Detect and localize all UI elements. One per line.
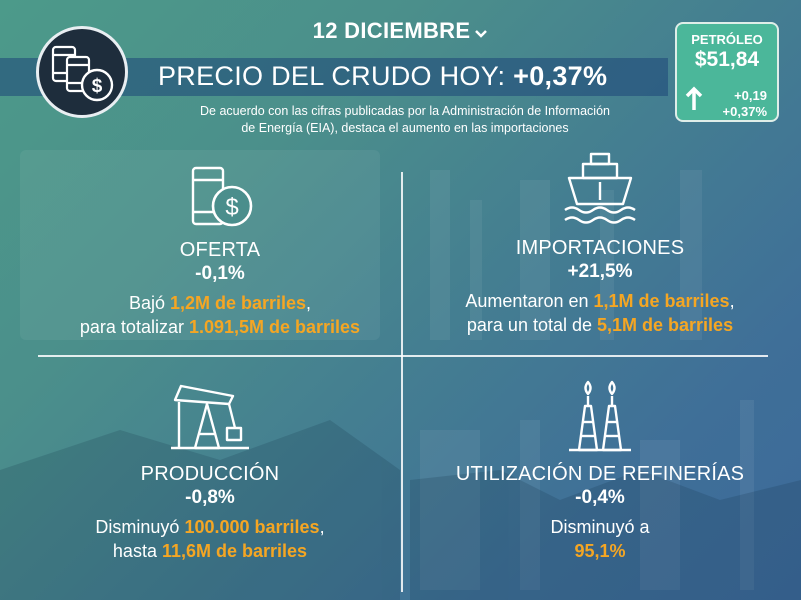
quadrant-percent: -0,4% bbox=[575, 487, 625, 508]
date-selector[interactable]: 12 DICIEMBRE bbox=[0, 18, 801, 45]
svg-text:$: $ bbox=[225, 194, 238, 221]
svg-text:$: $ bbox=[92, 76, 103, 97]
quadrant-title: UTILIZACIÓN DE REFINERÍAS bbox=[455, 463, 745, 485]
desc-text: hasta bbox=[112, 541, 162, 561]
subtitle: De acuerdo con las cifras publicadas por… bbox=[150, 103, 660, 137]
desc-highlight: 1,2M de barriles bbox=[169, 293, 307, 313]
quadrant-percent: -0,8% bbox=[185, 487, 235, 508]
desc-text: Aumentaron en bbox=[465, 291, 594, 311]
quadrant-title: PRODUCCIÓN bbox=[140, 463, 280, 485]
desc-text: para un total de bbox=[466, 315, 598, 335]
arrow-up-icon bbox=[685, 86, 703, 117]
page-title: PRECIO DEL CRUDO HOY: +0,37% bbox=[158, 61, 607, 92]
desc-highlight: 1.091,5M de barriles bbox=[188, 317, 361, 337]
subtitle-line-2: de Energía (EIA), destaca el aumento en … bbox=[241, 121, 569, 135]
desc-text: , bbox=[729, 291, 735, 311]
quadrant-description: Disminuyó a 95,1% bbox=[400, 515, 800, 563]
desc-highlight: 5,1M de barriles bbox=[597, 315, 734, 335]
ship-icon bbox=[400, 148, 800, 237]
quadrant-description: Bajó 1,2M de barriles, para totalizar 1.… bbox=[20, 291, 420, 339]
subtitle-line-1: De acuerdo con las cifras publicadas por… bbox=[200, 104, 610, 118]
desc-text: Disminuyó bbox=[95, 517, 185, 537]
quadrant-oferta: $ OFERTA -0,1% Bajó 1,2M de barriles, pa… bbox=[20, 162, 420, 339]
divider-vertical bbox=[401, 172, 403, 592]
barrel-dollar-icon: $ bbox=[20, 162, 420, 239]
desc-text: para totalizar bbox=[79, 317, 189, 337]
desc-highlight: 11,6M de barriles bbox=[161, 541, 308, 561]
quadrant-title: OFERTA bbox=[179, 239, 261, 261]
ticker-change-pct: +0,37% bbox=[722, 104, 767, 119]
oil-derricks-icon bbox=[400, 374, 800, 463]
quadrant-percent: -0,1% bbox=[195, 263, 245, 284]
quadrant-title: IMPORTACIONES bbox=[515, 237, 685, 259]
barrels-dollar-icon: $ bbox=[36, 26, 128, 118]
ticker-label: PETRÓLEO bbox=[691, 32, 763, 47]
ticker-price: $51,84 bbox=[694, 48, 760, 71]
quadrant-description: Disminuyó 100.000 barriles, hasta 11,6M … bbox=[10, 515, 410, 563]
quadrant-description: Aumentaron en 1,1M de barriles, para un … bbox=[400, 289, 800, 337]
quadrant-importaciones: IMPORTACIONES +21,5% Aumentaron en 1,1M … bbox=[400, 148, 800, 337]
desc-text: , bbox=[306, 293, 312, 313]
pumpjack-icon bbox=[10, 378, 410, 463]
ticker-change-abs: +0,19 bbox=[734, 88, 767, 103]
title-prefix: PRECIO DEL CRUDO HOY: bbox=[158, 61, 514, 91]
quadrant-produccion: PRODUCCIÓN -0,8% Disminuyó 100.000 barri… bbox=[10, 378, 410, 563]
title-value: +0,37% bbox=[513, 61, 608, 91]
date-label: 12 DICIEMBRE bbox=[312, 18, 471, 43]
quadrant-refinerias: UTILIZACIÓN DE REFINERÍAS -0,4% Disminuy… bbox=[400, 374, 800, 563]
desc-highlight: 100.000 barriles bbox=[184, 517, 320, 537]
quadrant-percent: +21,5% bbox=[567, 261, 633, 282]
desc-highlight: 95,1% bbox=[574, 541, 626, 561]
chevron-down-icon[interactable] bbox=[474, 19, 488, 45]
oil-price-ticker: PETRÓLEO $51,84 +0,19 +0,37% bbox=[675, 22, 779, 122]
divider-horizontal bbox=[38, 355, 768, 357]
desc-text: Disminuyó a bbox=[550, 517, 650, 537]
desc-text: Bajó bbox=[128, 293, 170, 313]
desc-text: , bbox=[319, 517, 325, 537]
desc-highlight: 1,1M de barriles bbox=[593, 291, 730, 311]
